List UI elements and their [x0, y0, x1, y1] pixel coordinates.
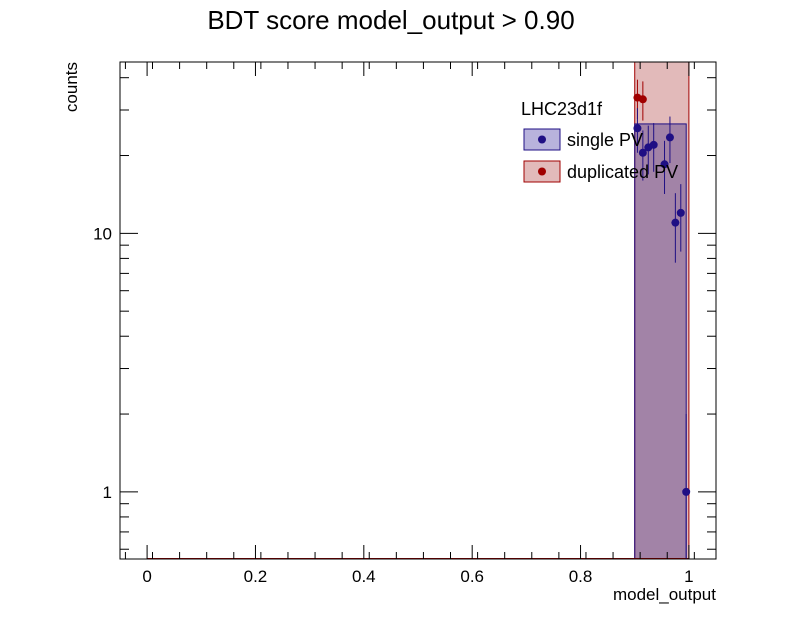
y-axis-label: counts: [62, 62, 81, 112]
fill-single-pv: [634, 123, 687, 560]
point-single-pv: [638, 148, 647, 157]
fill-duplicated-pv: [634, 61, 690, 560]
data-points: [633, 79, 691, 559]
point-single-pv: [671, 218, 680, 227]
x-axis-label: model_output: [613, 585, 716, 604]
y-axis-ticks: 1 10: [93, 77, 716, 550]
legend: LHC23d1f single PV duplicated PV: [521, 99, 678, 183]
point-single-pv: [660, 160, 669, 169]
point-single-pv: [649, 140, 658, 149]
legend-label-single-pv: single PV: [567, 130, 643, 150]
x-tick-label: 0.4: [352, 567, 376, 586]
histogram-fills: [147, 61, 690, 560]
y-tick-label: 1: [103, 483, 112, 502]
legend-label-duplicated-pv: duplicated PV: [567, 162, 678, 182]
x-tick-label: 0.6: [460, 567, 484, 586]
point-single-pv: [633, 124, 642, 133]
plot-frame: [119, 61, 717, 560]
x-tick-label: 0.8: [569, 567, 593, 586]
legend-title: LHC23d1f: [521, 99, 603, 119]
x-axis-ticks: 0 0.2 0.4 0.6 0.8 1: [124, 62, 695, 586]
point-single-pv: [676, 208, 685, 217]
y-tick-label: 10: [93, 224, 112, 243]
legend-marker-duplicated-pv: [538, 167, 546, 176]
x-tick-label: 0: [142, 567, 151, 586]
x-tick-label: 0.2: [244, 567, 268, 586]
chart-title: BDT score model_output > 0.90: [207, 5, 574, 35]
point-duplicated-pv: [638, 95, 647, 104]
x-tick-label: 1: [684, 567, 693, 586]
point-single-pv: [682, 487, 691, 496]
legend-marker-single-pv: [538, 135, 546, 144]
point-single-pv: [665, 133, 674, 142]
